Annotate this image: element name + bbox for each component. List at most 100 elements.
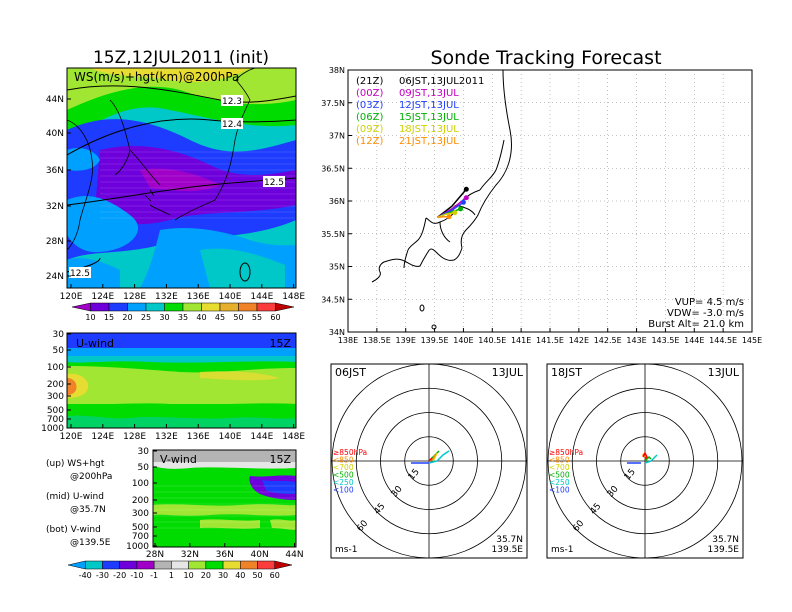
lon-tick-label: 128E (123, 432, 146, 442)
lon-tick-label: 138E (338, 336, 358, 345)
lon-tick-label: 144E (684, 336, 704, 345)
info-line: VDW= -3.0 m/s (667, 308, 744, 319)
lat-tick-label: 36N (329, 197, 345, 206)
ws-panel-label: WS(m/s)+hgt(km)@200hPa (74, 70, 239, 84)
hodo-lon: 139.5E (492, 545, 524, 555)
pressure-tick-label: 50 (53, 346, 65, 356)
lat-tick-label: 40N (251, 550, 269, 560)
hodograph-trace (428, 457, 433, 462)
colorbar-swatch (102, 560, 120, 570)
colorbar-label: 20 (201, 571, 211, 580)
colorbar-label: -30 (96, 571, 109, 580)
lat-tick-label: 40N (46, 129, 64, 139)
level-legend: <250 (549, 478, 570, 487)
track-line (437, 212, 455, 219)
hodograph-trace (642, 451, 648, 460)
colorbar-swatch (127, 302, 147, 312)
legend-line: (mid) U-wind (46, 492, 104, 502)
lon-tick-label: 139E (396, 336, 416, 345)
pressure-tick-label: 1000 (126, 542, 149, 552)
pressure-tick-label: 30 (53, 330, 65, 340)
level-legend: <850 (333, 456, 354, 465)
colorbar-label: 60 (270, 313, 280, 322)
colorbar-label: 25 (141, 313, 151, 322)
colorbar-swatch (275, 302, 295, 312)
pressure-tick-label: 200 (47, 380, 64, 390)
hodograph-trace (644, 455, 652, 462)
colorbar-label: 10 (85, 313, 95, 322)
level-legend: <500 (333, 471, 354, 480)
colorbar-label: -40 (79, 571, 92, 580)
colorbar-label: 10 (184, 571, 194, 580)
contour-label: 12.5 (264, 178, 284, 188)
hodo-unit: ms-1 (335, 545, 357, 555)
lon-tick-label: 136E (187, 432, 210, 442)
pressure-tick-label: 500 (132, 523, 149, 533)
colorbar-swatch (71, 302, 91, 312)
colorbar-label: -20 (113, 571, 126, 580)
hodo-unit: ms-1 (551, 545, 573, 555)
launch-code: (06Z) (356, 112, 383, 123)
lat-tick-label: 28N (46, 237, 64, 247)
colorbar-label: 35 (178, 313, 188, 322)
pressure-tick-label: 500 (47, 406, 64, 416)
track-endpoint (458, 206, 464, 212)
left-title: 15Z,12JUL2011 (init) (93, 48, 269, 68)
legend-line: (bot) V-wind (46, 525, 101, 535)
hodo-time: 18JST (551, 366, 582, 379)
lon-tick-label: 148E (282, 432, 305, 442)
lon-tick-label: 124E (91, 432, 114, 442)
colorbar-swatch (153, 560, 172, 570)
pressure-tick-label: 700 (132, 532, 149, 542)
track-endpoint (446, 214, 452, 220)
hodo-date: 13JUL (492, 366, 524, 379)
pressure-tick-label: 50 (138, 463, 150, 473)
lat-tick-label: 36N (46, 166, 64, 176)
lon-tick-label: 142.5E (594, 336, 622, 345)
colorbar-label: 50 (233, 313, 243, 322)
colorbar-swatch (188, 560, 207, 570)
lon-tick-label: 144E (250, 292, 273, 302)
lon-tick-label: 140E (219, 432, 242, 442)
launch-time: 09JST,13JUL (399, 88, 459, 99)
track-endpoint (460, 199, 466, 205)
pressure-tick-label: 700 (47, 415, 64, 425)
lon-tick-label: 145E (742, 336, 762, 345)
colorbar-swatch (84, 560, 103, 570)
colorbar-swatch (182, 302, 202, 312)
colorbar-swatch (108, 302, 128, 312)
lon-tick-label: 142E (569, 336, 589, 345)
colorbar-swatch (171, 560, 189, 570)
track-endpoint (452, 210, 458, 216)
level-legend: <500 (549, 471, 570, 480)
lon-tick-label: 138.5E (363, 336, 391, 345)
hodo-date: 13JUL (708, 366, 740, 379)
colorbar-label: 45 (215, 313, 225, 322)
colorbar-label: 40 (235, 571, 245, 580)
launch-time: 18JST,13JUL (399, 124, 459, 135)
contour-label: 12.5 (70, 269, 90, 279)
lat-tick-label: 34.5N (321, 295, 345, 304)
colorbar-swatch (145, 302, 165, 312)
pressure-tick-label: 300 (47, 392, 64, 402)
hodo-time: 06JST (335, 366, 366, 379)
info-line: Burst Alt= 21.0 km (648, 319, 744, 330)
hodograph-trace (432, 452, 438, 462)
pressure-tick-label: 30 (138, 447, 150, 457)
colorbar-swatch (119, 560, 138, 570)
colorbar-label: 60 (270, 571, 280, 580)
contour-label: 12.3 (222, 97, 242, 107)
colorbar-swatch (164, 302, 184, 312)
colorbar-swatch (274, 560, 293, 570)
lon-tick-label: 140.5E (478, 336, 506, 345)
lon-tick-label: 143.5E (651, 336, 679, 345)
colorbar-swatch (201, 302, 221, 312)
ws-field (67, 68, 296, 288)
launch-code: (03Z) (356, 100, 383, 111)
colorbar-swatch (257, 560, 276, 570)
colorbar-swatch (222, 560, 241, 570)
lat-tick-label: 32N (46, 202, 64, 212)
